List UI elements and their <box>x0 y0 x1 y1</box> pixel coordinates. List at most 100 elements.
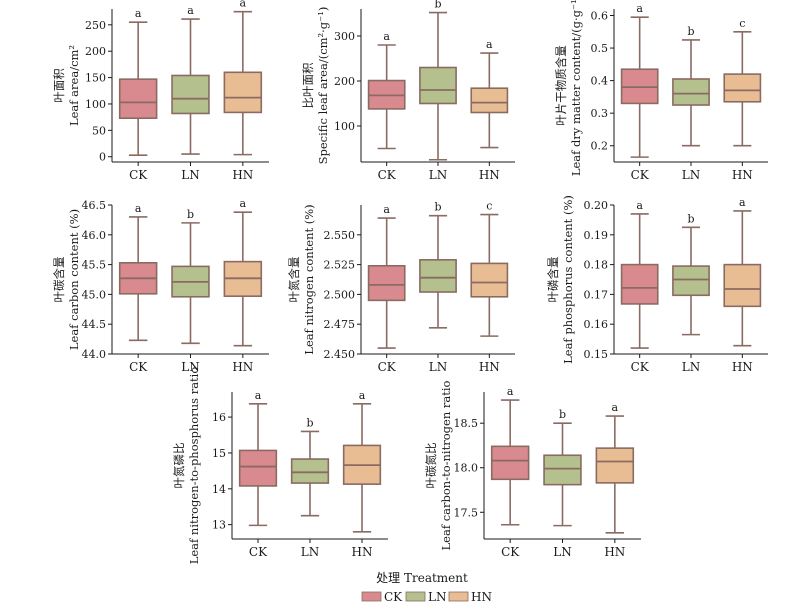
box-hn: a <box>223 197 263 347</box>
box-ck: a <box>620 199 659 349</box>
significance-letter: a <box>612 401 619 414</box>
category-label: HN <box>732 360 753 374</box>
y-tick-label: 0.18 <box>584 259 609 272</box>
box-iqr <box>672 78 710 106</box>
y-tick-label: 0.6 <box>591 10 609 23</box>
box-hn: a <box>595 401 635 534</box>
panel-3: 0.2 0.3 0.4 0.5 0.6 a CK b LN c HN 叶片干物质含量 Leaf dry … <box>554 0 768 182</box>
y-axis-label-cn: 叶氮含量 <box>287 257 301 303</box>
category-label: CK <box>501 545 520 559</box>
category-label: LN <box>682 360 700 374</box>
y-tick-label: 0.5 <box>591 42 609 55</box>
y-tick-label: 0 <box>99 151 106 164</box>
y-axis-label-en: Leaf area/cm² <box>67 45 81 126</box>
significance-letter: a <box>359 389 366 402</box>
y-tick-label: 200 <box>85 45 106 58</box>
y-axis-label-en: Specific leaf area/(cm²·g⁻¹) <box>316 7 330 165</box>
y-axis-label-en: Leaf carbon-to-nitrogen ratio <box>439 380 453 550</box>
legend-swatch-hn <box>448 591 469 602</box>
box-iqr <box>672 265 710 297</box>
significance-letter: b <box>306 416 313 429</box>
y-tick-label: 44.0 <box>82 348 107 361</box>
box-ck: a <box>238 389 278 527</box>
box-hn: a <box>470 38 509 149</box>
significance-letter: a <box>636 2 643 15</box>
y-tick-label: 0.2 <box>591 140 609 153</box>
legend-label-ck: CK <box>384 590 403 604</box>
y-tick-label: 0.20 <box>584 199 609 212</box>
y-tick-label: 2.525 <box>324 259 356 272</box>
y-tick-label: 2.500 <box>324 288 356 301</box>
category-label: LN <box>301 545 319 559</box>
y-tick-label: 100 <box>334 120 355 133</box>
legend-label-ln: LN <box>428 590 446 604</box>
y-tick-label: 45.5 <box>82 259 107 272</box>
significance-letter: a <box>240 197 247 210</box>
legend-swatch-ln <box>405 591 426 602</box>
significance-letter: b <box>687 212 694 225</box>
significance-letter: b <box>687 25 694 38</box>
y-tick-label: 250 <box>85 19 106 32</box>
box-iqr <box>290 458 330 484</box>
category-label: HN <box>732 168 753 182</box>
y-tick-label: 0.3 <box>591 107 609 120</box>
box-hn: a <box>223 0 263 156</box>
box-iqr <box>490 445 530 481</box>
category-label: CK <box>378 168 397 182</box>
y-tick-label: 18.5 <box>454 417 479 430</box>
y-tick-label: 18.0 <box>454 462 479 475</box>
y-axis-label-en: Leaf dry matter content/(g·g⁻¹) <box>569 0 583 176</box>
category-label: LN <box>181 168 199 182</box>
box-iqr <box>419 66 457 105</box>
box-ln: b <box>419 0 457 161</box>
category-label: HN <box>232 360 253 374</box>
box-hn: a <box>342 389 382 533</box>
significance-letter: b <box>187 208 194 221</box>
box-ck: a <box>620 2 659 158</box>
significance-letter: b <box>559 408 566 421</box>
y-tick-label: 0.15 <box>584 348 609 361</box>
significance-letter: c <box>486 200 492 213</box>
category-label: HN <box>352 545 373 559</box>
figure-xlabel: 处理 Treatment <box>376 571 468 585</box>
category-label: LN <box>429 168 447 182</box>
y-axis-label-en: Leaf carbon content (%) <box>67 209 81 350</box>
y-tick-label: 2.550 <box>324 229 356 242</box>
significance-letter: a <box>187 4 194 17</box>
y-tick-label: 0.4 <box>591 75 609 88</box>
significance-letter: b <box>434 201 441 214</box>
significance-letter: a <box>507 385 514 398</box>
box-ln: b <box>419 201 457 329</box>
box-iqr <box>367 264 406 302</box>
category-label: CK <box>129 168 148 182</box>
category-label: CK <box>631 168 650 182</box>
category-label: CK <box>129 360 148 374</box>
significance-letter: a <box>486 38 493 51</box>
panel-2: 100 200 300 a CK b LN a HN 比叶面积 Specific leaf area… <box>301 0 515 182</box>
box-iqr <box>543 454 582 486</box>
y-tick-label: 44.5 <box>82 318 107 331</box>
y-axis-label-cn: 比叶面积 <box>301 62 315 108</box>
significance-letter: a <box>739 196 746 209</box>
category-label: CK <box>631 360 650 374</box>
legend: CK LN HN <box>361 590 492 604</box>
legend-label-hn: HN <box>471 590 492 604</box>
category-label: HN <box>479 168 500 182</box>
y-tick-label: 13 <box>212 519 226 532</box>
category-label: LN <box>429 360 447 374</box>
box-ln: a <box>171 4 210 155</box>
y-axis-label-cn: 叶碳氮比 <box>424 443 438 489</box>
category-label: HN <box>232 168 253 182</box>
legend-swatch-ck <box>361 591 382 602</box>
y-tick-label: 300 <box>334 30 355 43</box>
box-ln: b <box>672 25 710 147</box>
y-tick-label: 2.450 <box>324 348 356 361</box>
significance-letter: a <box>383 30 390 43</box>
category-label: HN <box>604 545 625 559</box>
panel-4: 44.0 44.5 45.0 45.5 46.0 46.5 a CK b LN a HN 叶碳含量 Lea… <box>52 197 269 374</box>
category-label: LN <box>682 168 700 182</box>
box-iqr <box>723 73 762 103</box>
box-ck: a <box>118 202 158 342</box>
box-iqr <box>620 263 659 305</box>
